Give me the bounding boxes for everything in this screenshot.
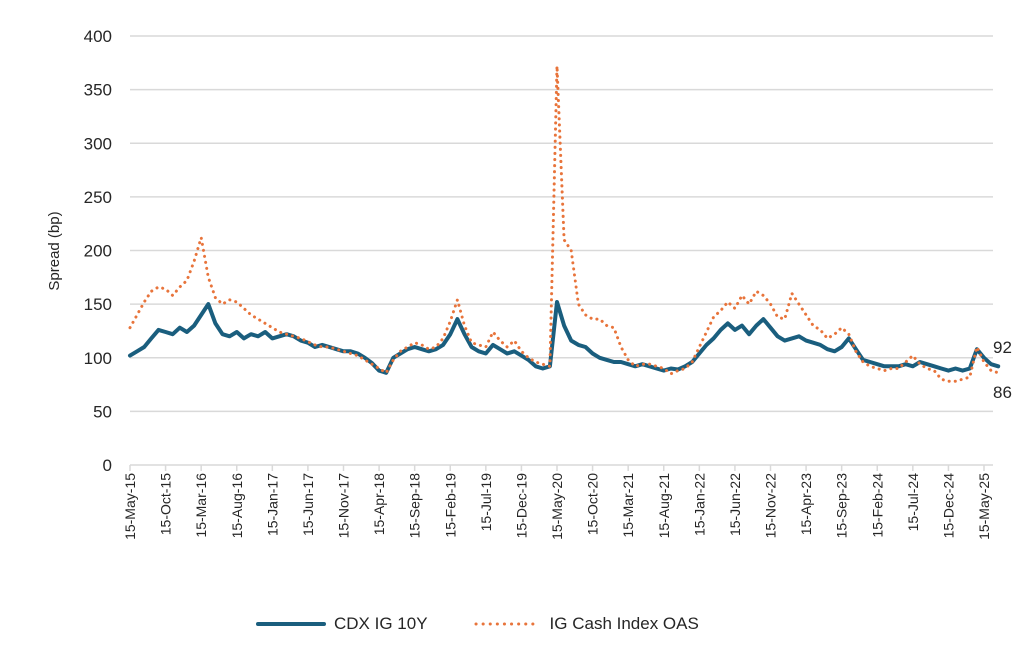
- y-tick-label: 150: [84, 295, 112, 314]
- y-tick-label: 0: [103, 456, 112, 475]
- series-line-cdx-ig-10y: [128, 300, 1001, 375]
- x-tick-label: 15-Jul-19: [478, 473, 494, 532]
- legend-label-cash-oas: IG Cash Index OAS: [549, 614, 699, 633]
- x-tick-label: 15-Nov-17: [336, 473, 352, 539]
- y-axis-tick-labels: 0 50 100 150 200 250 300 350 400: [84, 27, 112, 475]
- x-tick-label: 15-Oct-15: [158, 473, 174, 535]
- x-tick-label: 15-Apr-18: [371, 473, 387, 535]
- x-tick-label: 15-May-20: [549, 473, 565, 540]
- x-tick-label: 15-Feb-19: [442, 473, 458, 538]
- x-tick-label: 15-Jul-24: [905, 473, 921, 532]
- x-tick-label: 15-Aug-21: [656, 473, 672, 539]
- series-line-ig-cash-index-oas: [128, 64, 1000, 383]
- x-tick-label: 15-Jan-22: [691, 473, 707, 536]
- x-tick-label: 15-Nov-22: [763, 473, 779, 539]
- x-tick-label: 15-Jun-22: [727, 473, 743, 536]
- y-tick-label: 50: [93, 402, 112, 421]
- legend-swatch-dotted: [474, 622, 540, 626]
- series-lines: [128, 64, 1001, 383]
- x-tick-label: 15-Dec-19: [513, 473, 529, 539]
- legend-item-cash-oas: IG Cash Index OAS: [472, 614, 699, 634]
- y-tick-label: 250: [84, 188, 112, 207]
- x-axis: [129, 464, 993, 471]
- end-label-cdx: 92: [993, 338, 1012, 357]
- x-tick-label: 15-Aug-16: [229, 473, 245, 539]
- x-tick-label: 15-Sep-18: [407, 473, 423, 539]
- legend-label-cdx: CDX IG 10Y: [334, 614, 428, 633]
- end-label-cash-oas: 86: [993, 383, 1012, 402]
- x-tick-label: 15-Apr-23: [798, 473, 814, 535]
- y-tick-label: 300: [84, 134, 112, 153]
- legend-item-cdx: CDX IG 10Y: [256, 614, 428, 634]
- x-tick-label: 15-Mar-21: [620, 473, 636, 538]
- gridlines: [130, 35, 993, 413]
- y-tick-label: 400: [84, 27, 112, 46]
- x-axis-tick-labels: 15-May-15 15-Oct-15 15-Mar-16 15-Aug-16 15-J…: [122, 473, 992, 540]
- x-tick-label: 15-Feb-24: [869, 473, 885, 538]
- x-tick-label: 15-Sep-23: [834, 473, 850, 539]
- x-tick-label: 15-Jan-17: [264, 473, 280, 536]
- legend: CDX IG 10Y IG Cash Index OAS: [256, 614, 743, 634]
- x-tick-label: 15-Mar-16: [193, 473, 209, 538]
- y-tick-label: 200: [84, 242, 112, 261]
- y-tick-label: 350: [84, 81, 112, 100]
- x-tick-label: 15-Jun-17: [300, 473, 316, 536]
- x-tick-label: 15-May-25: [976, 473, 992, 540]
- legend-swatch-solid: [256, 622, 326, 626]
- x-tick-label: 15-Dec-24: [940, 473, 956, 539]
- x-tick-label: 15-May-15: [122, 473, 138, 540]
- y-axis-title: Spread (bp): [46, 211, 63, 290]
- x-tick-label: 15-Oct-20: [585, 473, 601, 535]
- y-tick-label: 100: [84, 349, 112, 368]
